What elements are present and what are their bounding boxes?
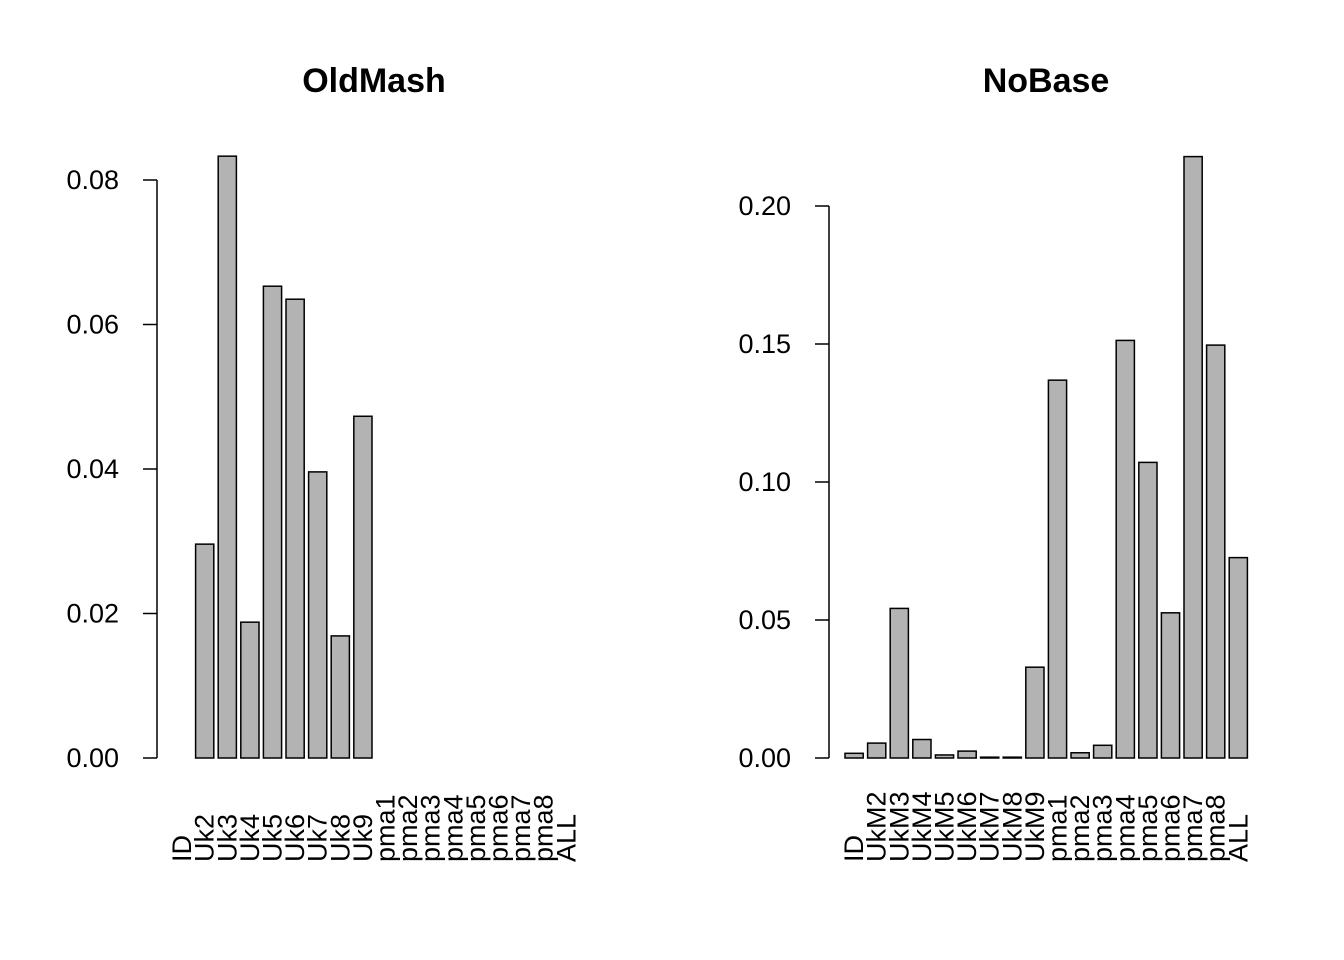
bar-ukm8 <box>1002 756 1023 759</box>
x-category-label: pma8 <box>529 794 559 862</box>
x-category-label: ID <box>839 835 869 862</box>
x-category-label: Uk5 <box>258 814 288 862</box>
x-category-label: Uk2 <box>190 814 220 862</box>
x-category-label: Uk4 <box>235 814 265 862</box>
x-category-label: pma5 <box>1133 794 1163 862</box>
bar-pma5 <box>1138 461 1158 759</box>
chart-title: NoBase <box>983 62 1110 100</box>
x-category-label: UkM4 <box>907 791 937 862</box>
y-tick-label: 0.00 <box>738 743 791 773</box>
bar-pma7 <box>1183 155 1203 759</box>
bar-pma2 <box>1070 752 1090 759</box>
x-category-label: pma3 <box>416 794 446 862</box>
x-category-label: UkM3 <box>884 791 914 862</box>
bar-uk6 <box>285 298 305 759</box>
x-category-label: pma6 <box>484 794 514 862</box>
bar-ukm7 <box>979 756 1000 759</box>
x-category-label: pma5 <box>461 794 491 862</box>
y-tick-label: 0.08 <box>66 165 119 195</box>
bar-ukm3 <box>889 607 910 759</box>
x-category-label: Uk9 <box>348 814 378 862</box>
bar-id <box>844 752 864 759</box>
bar-uk9 <box>353 415 373 759</box>
bar-ukm2 <box>866 742 887 759</box>
y-tick-label: 0.15 <box>738 329 791 359</box>
bar-pma8 <box>1205 344 1226 759</box>
x-category-label: UkM7 <box>975 791 1005 862</box>
x-category-label: pma1 <box>1043 794 1073 862</box>
x-category-label: pma7 <box>506 794 536 862</box>
bar-ukm9 <box>1025 666 1045 759</box>
y-tick-label: 0.05 <box>738 605 791 635</box>
x-category-label: ALL <box>551 814 581 862</box>
bar-pma1 <box>1047 379 1068 759</box>
y-tick-label: 0.00 <box>66 743 119 773</box>
x-category-label: Uk6 <box>280 814 310 862</box>
bar-ukm4 <box>912 738 932 759</box>
x-category-label: ID <box>167 835 197 862</box>
bar-uk4 <box>240 621 260 759</box>
x-category-label: pma2 <box>1065 794 1095 862</box>
x-category-label: pma6 <box>1156 794 1186 862</box>
x-category-label: pma3 <box>1088 794 1118 862</box>
y-tick-label: 0.20 <box>738 191 791 221</box>
x-category-label: UkM6 <box>952 791 982 862</box>
x-category-label: pma4 <box>438 794 468 862</box>
x-category-label: pma2 <box>393 794 423 862</box>
chart-panel-oldmash: OldMash 0.000.020.040.060.08IDUk2Uk3Uk4U… <box>66 62 581 862</box>
bar-ukm5 <box>934 754 955 759</box>
x-category-label: Uk8 <box>325 814 355 862</box>
y-tick-label: 0.06 <box>66 310 119 340</box>
x-category-label: ALL <box>1223 814 1253 862</box>
y-tick-label: 0.04 <box>66 454 119 484</box>
x-category-label: Uk7 <box>303 814 333 862</box>
x-category-label: Uk3 <box>212 814 242 862</box>
chart-title: OldMash <box>302 62 446 100</box>
bar-ukm6 <box>957 750 977 759</box>
bar-pma3 <box>1092 744 1113 759</box>
bar-uk5 <box>262 285 283 759</box>
x-category-label: pma1 <box>371 794 401 862</box>
x-category-label: pma4 <box>1110 794 1140 862</box>
bar-all <box>1228 556 1249 759</box>
bar-pma4 <box>1115 339 1136 759</box>
bar-uk7 <box>307 471 328 759</box>
bar-pma6 <box>1160 612 1181 759</box>
bar-uk2 <box>194 543 215 759</box>
y-tick-label: 0.10 <box>738 467 791 497</box>
x-category-label: UkM9 <box>1020 791 1050 862</box>
bar-uk3 <box>217 155 238 759</box>
chart-panel-nobase: NoBase 0.000.050.100.150.20IDUkM2UkM3UkM… <box>738 62 1253 862</box>
x-category-label: UkM5 <box>930 791 960 862</box>
x-category-label: pma7 <box>1178 794 1208 862</box>
y-tick-label: 0.02 <box>66 599 119 629</box>
x-category-label: UkM2 <box>862 791 892 862</box>
x-category-label: UkM8 <box>997 791 1027 862</box>
x-category-label: pma8 <box>1201 794 1231 862</box>
bar-uk8 <box>330 635 351 759</box>
